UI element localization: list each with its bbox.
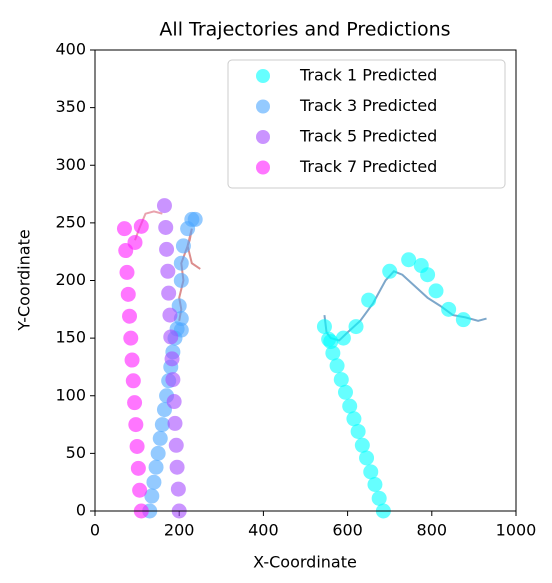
point [350,423,366,439]
legend-label: Track 1 Predicted [299,66,437,85]
y-tick-label: 100 [55,385,86,404]
point [123,330,139,346]
point [160,263,176,279]
point [130,460,146,476]
y-tick-label: 300 [55,155,86,174]
point [455,312,471,328]
y-tick-label: 150 [55,328,86,347]
point [166,394,182,410]
plot-frame [94,49,517,512]
point [120,286,136,302]
point [144,488,160,504]
x-tick-label: 1000 [496,521,537,540]
legend-marker [256,69,270,83]
legend-label: Track 7 Predicted [299,157,437,176]
legend-label: Track 5 Predicted [299,127,437,146]
legend-marker [256,160,270,175]
point [187,211,203,227]
point [167,415,183,431]
point [333,372,349,388]
point [148,459,164,475]
point [401,252,417,268]
point [371,490,387,506]
point [125,373,141,389]
point [367,476,383,492]
x-tick-label: 400 [248,521,279,540]
chart-title: All Trajectories and Predictions [159,19,450,41]
point [162,307,178,323]
point [348,319,364,335]
point [116,221,132,237]
trajectory-line [323,270,487,342]
point [161,285,177,301]
x-tick-label: 0 [90,521,100,540]
point [159,241,175,257]
point [164,351,180,367]
point [323,334,339,350]
point [156,198,172,214]
point [325,345,341,361]
point [127,395,143,411]
point [382,263,398,279]
point [168,437,184,453]
point [150,445,166,461]
point [428,283,444,299]
point [124,352,140,368]
x-axis-label: X-Coordinate [253,553,357,572]
legend-box [227,59,506,189]
point [128,417,144,433]
y-axis-label: Y-Coordinate [15,229,34,331]
point [316,319,332,335]
point [133,218,149,234]
point [132,482,148,498]
point [169,459,185,475]
point [163,329,179,345]
point [173,311,189,327]
point [154,417,170,433]
point [173,255,189,271]
legend-marker [256,130,270,144]
point [354,437,370,453]
point [146,474,162,490]
point [342,398,358,414]
point [129,438,145,454]
legend-label: Track 3 Predicted [299,96,437,115]
point [337,384,353,400]
point [171,298,187,314]
point [420,267,436,283]
point [441,301,457,317]
x-tick-label: 600 [332,521,363,540]
y-tick-label: 400 [55,40,86,59]
point [152,430,168,446]
legend-marker [256,99,270,114]
y-tick-label: 350 [55,97,86,116]
point [127,234,143,250]
point [335,330,351,346]
point [158,219,174,235]
point [165,372,181,388]
y-tick-label: 200 [55,270,86,289]
x-tick-label: 800 [417,521,448,540]
point [170,481,186,497]
y-tick-label: 50 [66,443,86,462]
point [363,464,379,480]
point [122,308,138,324]
point [361,292,377,308]
y-tick-label: 0 [76,501,86,520]
point [329,358,345,374]
x-tick-label: 200 [164,521,195,540]
y-tick-label: 250 [55,212,86,231]
point [175,238,191,254]
point [173,273,189,288]
point [119,264,135,280]
point [346,411,362,427]
point [359,450,375,466]
